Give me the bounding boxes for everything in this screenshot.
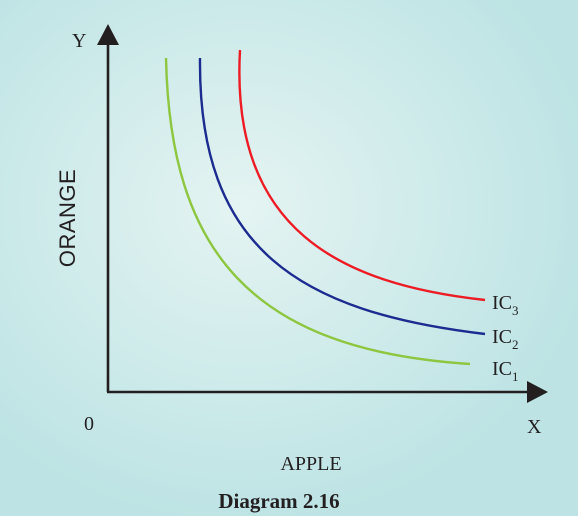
curve-ic2 bbox=[198, 57, 486, 336]
indifference-curves bbox=[164, 49, 486, 366]
origin-label: 0 bbox=[84, 413, 94, 435]
ic2-label: IC2 bbox=[492, 326, 519, 352]
ic1-label: IC1 bbox=[492, 358, 519, 384]
axes bbox=[97, 24, 548, 403]
x-axis-letter: X bbox=[527, 416, 542, 438]
curve-ic1 bbox=[164, 57, 471, 366]
y-axis-letter: Y bbox=[72, 30, 86, 52]
diagram-caption: Diagram 2.16 bbox=[218, 489, 339, 513]
curve-ic3 bbox=[238, 49, 486, 302]
x-axis-arrowhead bbox=[527, 381, 548, 403]
x-axis-title: APPLE bbox=[280, 453, 341, 475]
ic3-label: IC3 bbox=[492, 292, 519, 318]
y-axis-arrowhead bbox=[97, 24, 119, 45]
y-axis-title: ORANGE bbox=[55, 169, 80, 267]
